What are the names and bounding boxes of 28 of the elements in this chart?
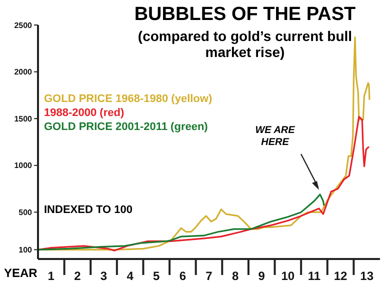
x-tick-label: 5 bbox=[153, 269, 160, 283]
x-tick-label: 11 bbox=[308, 269, 321, 283]
x-tick-label: 13 bbox=[360, 269, 374, 283]
x-tick-label: 6 bbox=[179, 269, 186, 283]
y-tick-label: 2500 bbox=[14, 20, 33, 30]
y-tick-label: 100 bbox=[18, 245, 33, 254]
x-tick-label: 7 bbox=[206, 269, 213, 283]
text: GOLD PRICE 2001-2011 (green) bbox=[44, 120, 209, 134]
line-series bbox=[38, 194, 325, 250]
x-tick-label: 4 bbox=[126, 269, 134, 283]
text: 1988-2000 (red) bbox=[44, 106, 126, 120]
y-tick-label: 500 bbox=[18, 208, 33, 218]
y-tick-label: 2000 bbox=[14, 68, 33, 77]
x-tick-label: 2 bbox=[74, 269, 82, 283]
text: (compared to gold’s current bull market rise) bbox=[136, 28, 354, 60]
x-tick-label: 10 bbox=[281, 269, 295, 283]
y-tick-label: 1500 bbox=[14, 114, 33, 124]
y-tick-label: 1000 bbox=[14, 161, 33, 170]
annotation: INDEXED TO 100 bbox=[44, 204, 132, 216]
x-axis-title: YEAR bbox=[4, 266, 38, 280]
x-tick-label: 1 bbox=[48, 269, 55, 283]
x-tick-label: 8 bbox=[232, 269, 239, 283]
x-tick-label: 3 bbox=[100, 269, 108, 283]
text: GOLD PRICE 1968-1980 (yellow) bbox=[44, 92, 212, 106]
annotation: WE ARE HERE bbox=[254, 125, 296, 150]
chart-title: BUBBLES OF THE PAST bbox=[133, 4, 357, 26]
x-tick-label: 9 bbox=[258, 269, 266, 283]
x-tick-label: 12 bbox=[334, 269, 348, 283]
